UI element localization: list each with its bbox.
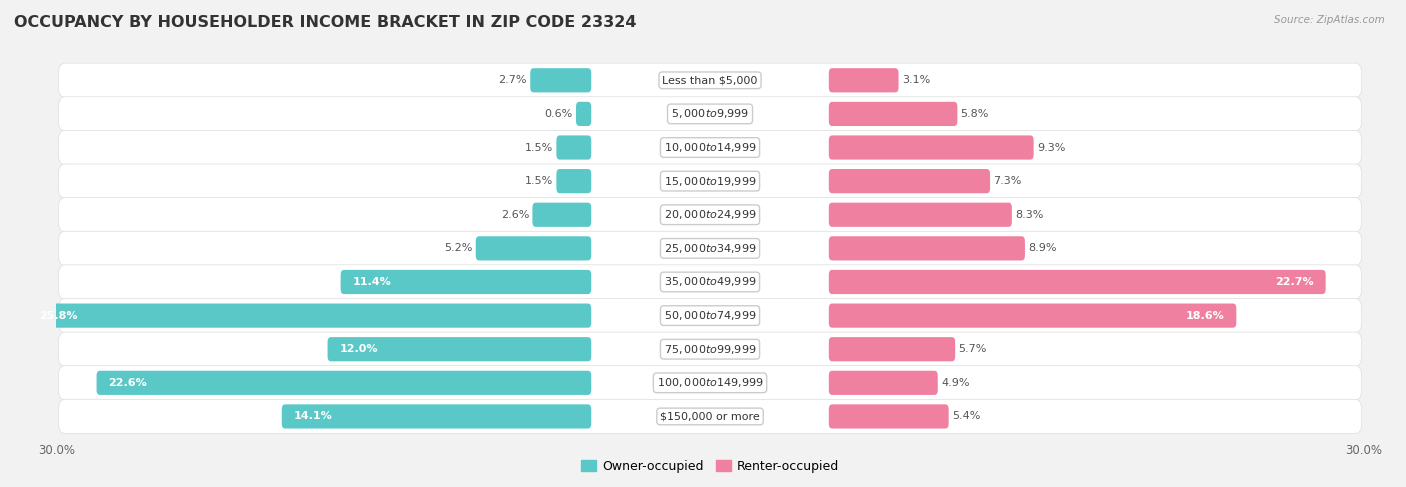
Text: 8.3%: 8.3% (1015, 210, 1043, 220)
FancyBboxPatch shape (576, 102, 592, 126)
FancyBboxPatch shape (59, 299, 1361, 333)
Text: OCCUPANCY BY HOUSEHOLDER INCOME BRACKET IN ZIP CODE 23324: OCCUPANCY BY HOUSEHOLDER INCOME BRACKET … (14, 15, 637, 30)
Text: 5.7%: 5.7% (959, 344, 987, 354)
FancyBboxPatch shape (828, 68, 898, 93)
Text: 1.5%: 1.5% (524, 176, 553, 186)
Text: $75,000 to $99,999: $75,000 to $99,999 (664, 343, 756, 356)
Text: Less than $5,000: Less than $5,000 (662, 75, 758, 85)
FancyBboxPatch shape (59, 131, 1361, 165)
Text: $35,000 to $49,999: $35,000 to $49,999 (664, 276, 756, 288)
FancyBboxPatch shape (475, 236, 592, 261)
FancyBboxPatch shape (59, 63, 1361, 97)
Text: 7.3%: 7.3% (993, 176, 1022, 186)
Text: 5.2%: 5.2% (444, 244, 472, 253)
Text: 0.6%: 0.6% (544, 109, 572, 119)
Text: 9.3%: 9.3% (1038, 143, 1066, 152)
FancyBboxPatch shape (59, 97, 1361, 131)
FancyBboxPatch shape (97, 371, 592, 395)
FancyBboxPatch shape (59, 164, 1361, 198)
FancyBboxPatch shape (281, 404, 592, 429)
Text: 3.1%: 3.1% (901, 75, 929, 85)
Text: 22.6%: 22.6% (108, 378, 148, 388)
Text: $5,000 to $9,999: $5,000 to $9,999 (671, 108, 749, 120)
FancyBboxPatch shape (59, 399, 1361, 433)
Legend: Owner-occupied, Renter-occupied: Owner-occupied, Renter-occupied (575, 455, 845, 478)
Text: 5.4%: 5.4% (952, 412, 980, 421)
Text: 14.1%: 14.1% (294, 412, 333, 421)
Text: $100,000 to $149,999: $100,000 to $149,999 (657, 376, 763, 389)
FancyBboxPatch shape (828, 404, 949, 429)
Text: 4.9%: 4.9% (941, 378, 970, 388)
FancyBboxPatch shape (828, 270, 1326, 294)
Text: Source: ZipAtlas.com: Source: ZipAtlas.com (1274, 15, 1385, 25)
Text: $10,000 to $14,999: $10,000 to $14,999 (664, 141, 756, 154)
Text: 25.8%: 25.8% (39, 311, 77, 320)
FancyBboxPatch shape (828, 236, 1025, 261)
FancyBboxPatch shape (59, 198, 1361, 232)
FancyBboxPatch shape (533, 203, 592, 227)
Text: 8.9%: 8.9% (1028, 244, 1057, 253)
Text: $50,000 to $74,999: $50,000 to $74,999 (664, 309, 756, 322)
Text: $15,000 to $19,999: $15,000 to $19,999 (664, 175, 756, 187)
Text: 2.7%: 2.7% (499, 75, 527, 85)
Text: 12.0%: 12.0% (340, 344, 378, 354)
FancyBboxPatch shape (27, 303, 592, 328)
Text: 22.7%: 22.7% (1275, 277, 1313, 287)
Text: $150,000 or more: $150,000 or more (661, 412, 759, 421)
FancyBboxPatch shape (828, 303, 1236, 328)
FancyBboxPatch shape (328, 337, 592, 361)
Text: 18.6%: 18.6% (1185, 311, 1225, 320)
FancyBboxPatch shape (828, 135, 1033, 160)
Text: 5.8%: 5.8% (960, 109, 988, 119)
FancyBboxPatch shape (59, 366, 1361, 400)
FancyBboxPatch shape (828, 203, 1012, 227)
FancyBboxPatch shape (530, 68, 592, 93)
FancyBboxPatch shape (557, 135, 592, 160)
FancyBboxPatch shape (828, 102, 957, 126)
Text: 2.6%: 2.6% (501, 210, 529, 220)
FancyBboxPatch shape (828, 371, 938, 395)
Text: 1.5%: 1.5% (524, 143, 553, 152)
FancyBboxPatch shape (828, 337, 955, 361)
Text: 11.4%: 11.4% (353, 277, 391, 287)
Text: $25,000 to $34,999: $25,000 to $34,999 (664, 242, 756, 255)
FancyBboxPatch shape (59, 332, 1361, 366)
Text: $20,000 to $24,999: $20,000 to $24,999 (664, 208, 756, 221)
FancyBboxPatch shape (340, 270, 592, 294)
FancyBboxPatch shape (59, 231, 1361, 265)
FancyBboxPatch shape (59, 265, 1361, 299)
FancyBboxPatch shape (828, 169, 990, 193)
FancyBboxPatch shape (557, 169, 592, 193)
